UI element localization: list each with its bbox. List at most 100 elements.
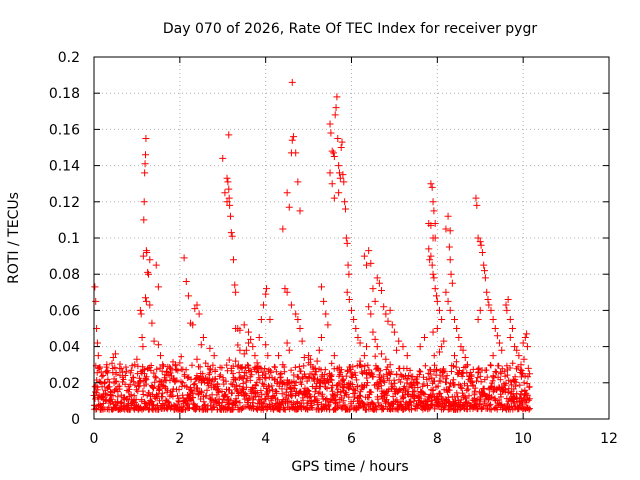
data-point bbox=[279, 361, 287, 369]
x-tick-label: 0 bbox=[90, 431, 99, 447]
data-point bbox=[141, 160, 149, 168]
data-point bbox=[322, 310, 330, 318]
data-point bbox=[142, 297, 150, 305]
y-tick-label: 0.18 bbox=[49, 86, 80, 102]
y-tick-label: 0 bbox=[71, 412, 80, 428]
data-point bbox=[131, 361, 139, 369]
data-point bbox=[180, 254, 188, 262]
data-point bbox=[517, 361, 525, 369]
data-point bbox=[300, 353, 308, 361]
data-point bbox=[262, 341, 270, 349]
data-point bbox=[373, 343, 381, 351]
data-point bbox=[463, 361, 471, 369]
data-point bbox=[350, 315, 358, 323]
data-point bbox=[283, 189, 291, 197]
data-point bbox=[315, 346, 323, 354]
data-point bbox=[502, 301, 510, 309]
data-point bbox=[146, 256, 154, 264]
data-point bbox=[330, 194, 338, 202]
data-point bbox=[489, 352, 497, 360]
data-point bbox=[341, 198, 349, 206]
data-point bbox=[491, 325, 499, 332]
data-point bbox=[236, 326, 244, 334]
x-tick-label: 6 bbox=[347, 431, 356, 447]
y-tick-label: 0.12 bbox=[49, 195, 80, 211]
data-point bbox=[523, 343, 531, 351]
data-point bbox=[224, 178, 232, 186]
data-point bbox=[335, 162, 343, 170]
data-point bbox=[433, 297, 441, 305]
data-point bbox=[427, 221, 435, 229]
data-point bbox=[305, 352, 313, 360]
x-tick-label: 4 bbox=[261, 431, 270, 447]
data-point bbox=[461, 353, 469, 361]
data-point bbox=[140, 216, 148, 224]
data-point bbox=[229, 256, 237, 264]
data-point bbox=[330, 153, 338, 161]
data-point bbox=[384, 317, 392, 325]
data-point bbox=[354, 334, 362, 342]
x-tick-label: 8 bbox=[433, 431, 442, 447]
data-point bbox=[228, 232, 236, 240]
data-point bbox=[382, 310, 390, 318]
data-point bbox=[360, 252, 368, 260]
data-point bbox=[431, 285, 439, 293]
y-tick-label: 0.06 bbox=[49, 303, 80, 319]
x-tick-labels: 0 2 4 6 8 10 12 bbox=[90, 431, 618, 447]
y-tick-labels: 0 0.02 0.04 0.06 0.08 0.1 0.12 0.14 0.16 0.18 0.2 bbox=[49, 50, 80, 428]
data-point bbox=[371, 335, 379, 343]
data-point bbox=[139, 252, 147, 260]
data-point bbox=[231, 281, 239, 289]
data-point bbox=[292, 149, 300, 157]
data-point bbox=[335, 189, 343, 197]
data-point bbox=[485, 301, 493, 309]
data-point bbox=[341, 205, 349, 213]
data-point bbox=[474, 234, 482, 242]
data-point bbox=[109, 353, 117, 361]
data-point bbox=[236, 346, 244, 354]
data-point bbox=[503, 306, 511, 314]
data-point bbox=[447, 270, 455, 278]
data-point bbox=[326, 120, 334, 128]
data-point bbox=[438, 343, 446, 351]
data-point bbox=[448, 279, 456, 287]
data-point bbox=[356, 357, 364, 365]
data-point bbox=[427, 252, 435, 260]
data-point bbox=[91, 283, 99, 291]
y-tick-label: 0.08 bbox=[49, 267, 80, 283]
data-point bbox=[343, 239, 351, 247]
data-point bbox=[328, 147, 336, 155]
data-point bbox=[225, 194, 233, 202]
data-point bbox=[320, 297, 328, 305]
data-point bbox=[193, 355, 201, 363]
data-point bbox=[163, 368, 171, 376]
data-point bbox=[416, 343, 424, 351]
data-point bbox=[337, 144, 345, 151]
chart-title: Day 070 of 2026, Rate Of TEC Index for r… bbox=[163, 21, 537, 37]
data-point bbox=[327, 129, 335, 137]
data-point bbox=[489, 315, 497, 323]
data-point bbox=[483, 288, 491, 296]
data-point bbox=[343, 288, 351, 296]
data-point bbox=[429, 270, 437, 278]
data-point bbox=[373, 274, 381, 282]
data-point bbox=[348, 306, 355, 314]
data-point bbox=[478, 248, 486, 256]
data-point bbox=[225, 185, 233, 193]
data-point bbox=[477, 241, 485, 249]
x-axis-label: GPS time / hours bbox=[291, 459, 408, 475]
data-point bbox=[498, 346, 506, 354]
data-point bbox=[189, 321, 197, 329]
data-point bbox=[206, 344, 214, 352]
data-point bbox=[294, 315, 302, 323]
data-point bbox=[444, 297, 452, 305]
data-point bbox=[344, 261, 352, 269]
data-point bbox=[429, 328, 437, 336]
data-point bbox=[476, 306, 484, 314]
data-point bbox=[367, 259, 375, 267]
data-point bbox=[157, 352, 165, 360]
data-point bbox=[210, 352, 218, 360]
data-point bbox=[152, 261, 160, 269]
data-point bbox=[430, 207, 438, 215]
